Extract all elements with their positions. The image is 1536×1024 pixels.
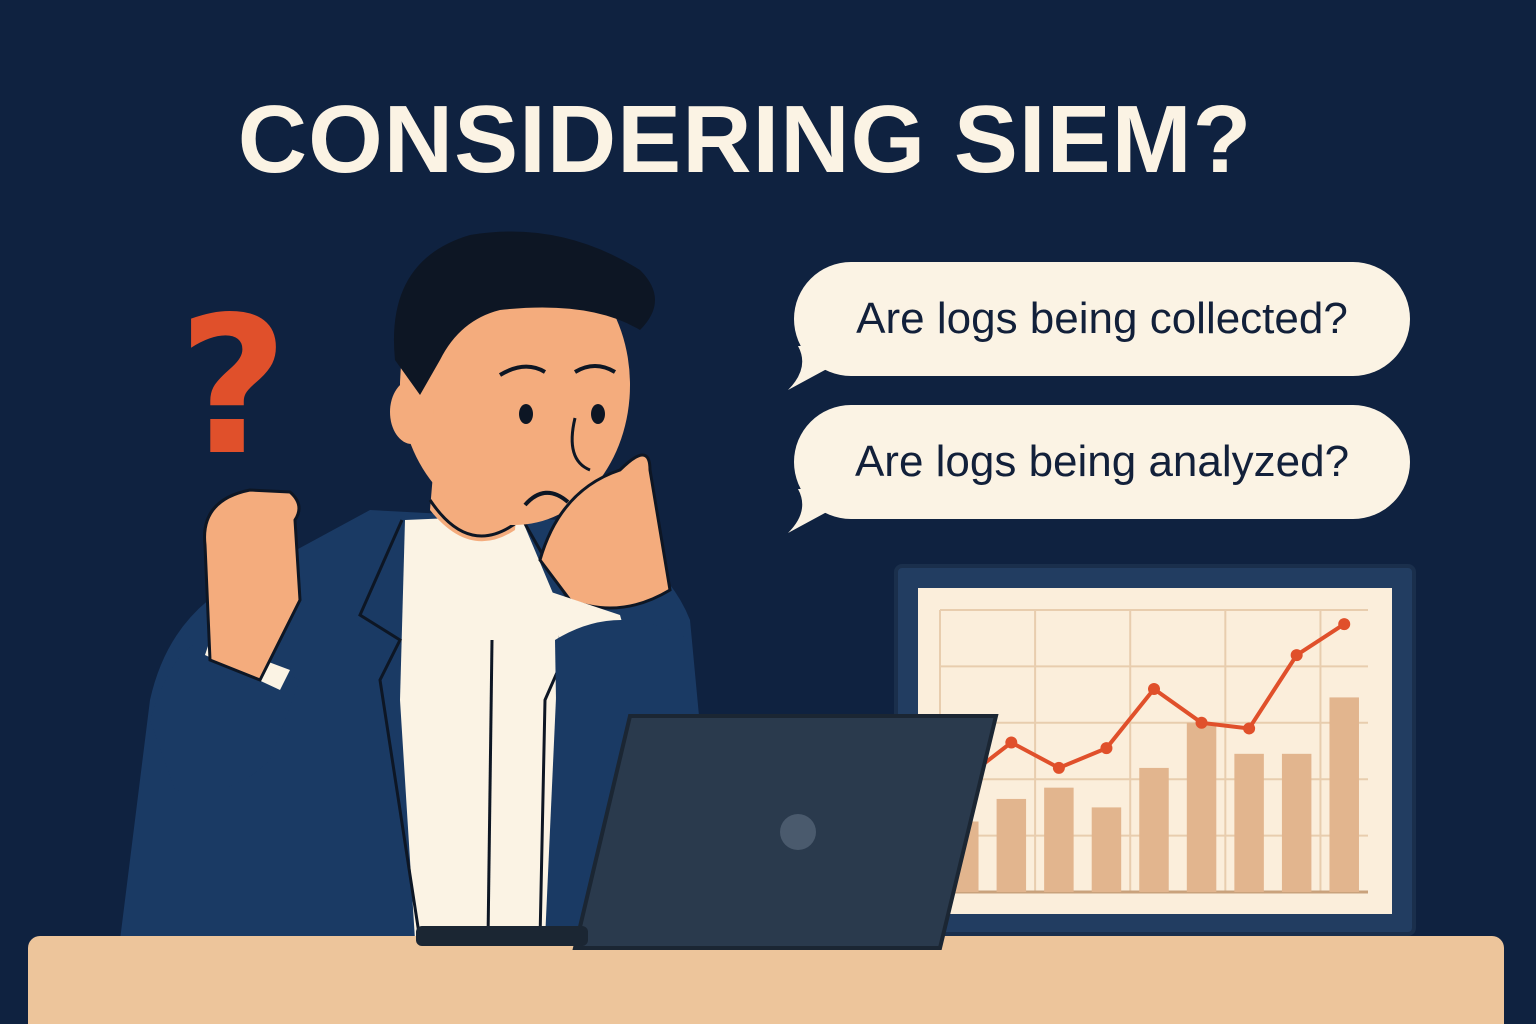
chart-bar xyxy=(1186,722,1217,892)
page-title: CONSIDERING SIEM? xyxy=(237,86,1253,193)
chart-point xyxy=(1195,716,1208,729)
chart-point xyxy=(1338,618,1351,631)
chart-point xyxy=(1052,761,1065,774)
bubble-text-analyzed: Are logs being analyzed? xyxy=(854,437,1350,486)
speech-bubble-icon xyxy=(788,346,836,390)
chart-bars xyxy=(949,697,1359,892)
chart-bar xyxy=(1281,753,1312,892)
desk xyxy=(28,936,1504,1024)
worried-man-figure xyxy=(120,231,720,941)
speech-bubble-collected: Are logs being collected? xyxy=(788,262,1410,390)
chart-bar xyxy=(1044,787,1074,892)
chart-bar xyxy=(996,798,1027,892)
laptop-icon xyxy=(416,714,999,950)
chart-point xyxy=(1148,682,1160,695)
speech-bubble-icon xyxy=(788,489,836,533)
question-mark-icon: ? xyxy=(178,276,289,497)
chart-bar xyxy=(1234,753,1264,892)
chart-monitor-icon xyxy=(894,564,1416,936)
chart-bar xyxy=(1091,807,1122,892)
chart-line xyxy=(962,618,1351,781)
bubble-text-collected: Are logs being collected? xyxy=(856,294,1348,343)
chart-point xyxy=(1243,722,1256,735)
chart-bar xyxy=(1329,697,1359,892)
chart-point xyxy=(1100,742,1113,755)
chart-point xyxy=(1290,649,1303,662)
chart-bar xyxy=(1139,767,1169,892)
chart-point xyxy=(1005,736,1018,749)
speech-bubble-analyzed: Are logs being analyzed? xyxy=(788,405,1410,533)
